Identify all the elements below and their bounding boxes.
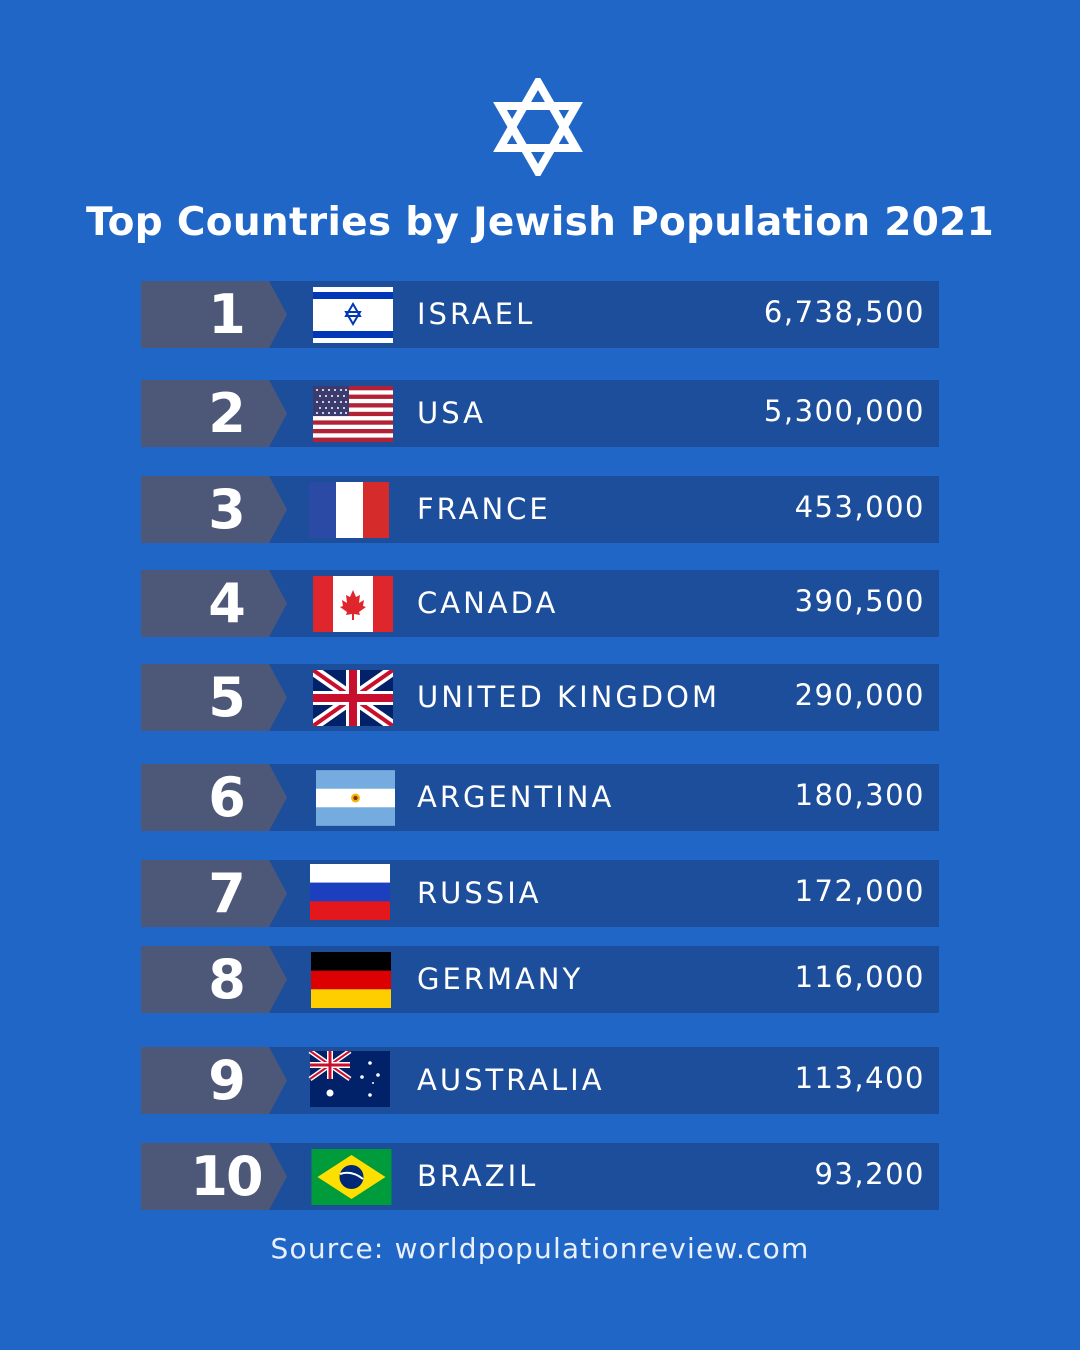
rank-tab bbox=[141, 1143, 287, 1210]
usa-flag-icon bbox=[313, 386, 393, 442]
population-value: 453,000 bbox=[794, 490, 925, 524]
rank-tab bbox=[141, 570, 287, 637]
rank-number: 3 bbox=[208, 478, 246, 541]
population-value: 290,000 bbox=[794, 678, 925, 712]
population-value: 6,738,500 bbox=[763, 295, 925, 329]
rank-tab bbox=[141, 1047, 287, 1114]
population-value: 5,300,000 bbox=[763, 394, 925, 428]
country-name: FRANCE bbox=[417, 492, 551, 526]
country-name: USA bbox=[417, 396, 487, 430]
rank-number: 6 bbox=[208, 766, 246, 829]
russia-flag-icon bbox=[310, 864, 390, 920]
rank-number: 2 bbox=[208, 382, 246, 445]
rank-number: 7 bbox=[208, 862, 246, 925]
population-value: 93,200 bbox=[814, 1157, 925, 1191]
country-name: GERMANY bbox=[417, 962, 584, 996]
france-flag-icon bbox=[309, 482, 389, 538]
rank-tab bbox=[141, 946, 287, 1013]
list-item: 7 RUSSIA 172,000 bbox=[141, 860, 939, 927]
population-value: 116,000 bbox=[794, 960, 925, 994]
germany-flag-icon bbox=[311, 952, 391, 1008]
country-name: UNITED KINGDOM bbox=[417, 680, 720, 714]
argentina-flag-icon bbox=[316, 770, 395, 826]
source-caption: Source: worldpopulationreview.com bbox=[270, 1232, 810, 1265]
list-item: 1 ISRAEL 6,738,500 bbox=[141, 281, 939, 348]
country-name: ISRAEL bbox=[417, 297, 536, 331]
australia-flag-icon bbox=[308, 1051, 390, 1107]
rank-tab bbox=[141, 860, 287, 927]
israel-flag-icon bbox=[313, 287, 393, 343]
list-item: 4 CANADA 390,500 bbox=[141, 570, 939, 637]
population-value: 172,000 bbox=[794, 874, 925, 908]
country-name: AUSTRALIA bbox=[417, 1063, 605, 1097]
rank-tab bbox=[141, 476, 287, 543]
star-of-david-icon bbox=[493, 78, 583, 176]
uk-flag-icon bbox=[313, 670, 393, 726]
country-name: BRAZIL bbox=[417, 1159, 539, 1193]
rank-tab bbox=[141, 380, 287, 447]
rank-number: 1 bbox=[208, 283, 246, 346]
list-item: 2 USA 5,300,000 bbox=[141, 380, 939, 447]
country-name: ARGENTINA bbox=[417, 780, 615, 814]
list-item: 3 FRANCE 453,000 bbox=[141, 476, 939, 543]
list-item: 5 UNITED KINGDOM 290,000 bbox=[141, 664, 939, 731]
rank-number: 8 bbox=[208, 948, 246, 1011]
list-item: 9 AUSTRALIA 113,400 bbox=[141, 1047, 939, 1114]
list-item: 8 GERMANY 116,000 bbox=[141, 946, 939, 1013]
rank-tab bbox=[141, 764, 287, 831]
page-title: Top Countries by Jewish Population 2021 bbox=[85, 200, 995, 245]
population-value: 390,500 bbox=[794, 584, 925, 618]
list-item: 10 BRAZIL 93,200 bbox=[141, 1143, 939, 1210]
rank-number: 10 bbox=[190, 1145, 263, 1208]
rank-number: 5 bbox=[208, 666, 246, 729]
rank-number: 9 bbox=[208, 1049, 246, 1112]
canada-flag-icon bbox=[313, 576, 393, 632]
brazil-flag-icon bbox=[311, 1149, 392, 1205]
country-name: CANADA bbox=[417, 586, 559, 620]
country-name: RUSSIA bbox=[417, 876, 542, 910]
population-value: 180,300 bbox=[794, 778, 925, 812]
rank-number: 4 bbox=[208, 572, 246, 635]
rank-tab bbox=[141, 664, 287, 731]
rank-tab bbox=[141, 281, 287, 348]
population-value: 113,400 bbox=[794, 1061, 925, 1095]
list-item: 6 ARGENTINA 180,300 bbox=[141, 764, 939, 831]
